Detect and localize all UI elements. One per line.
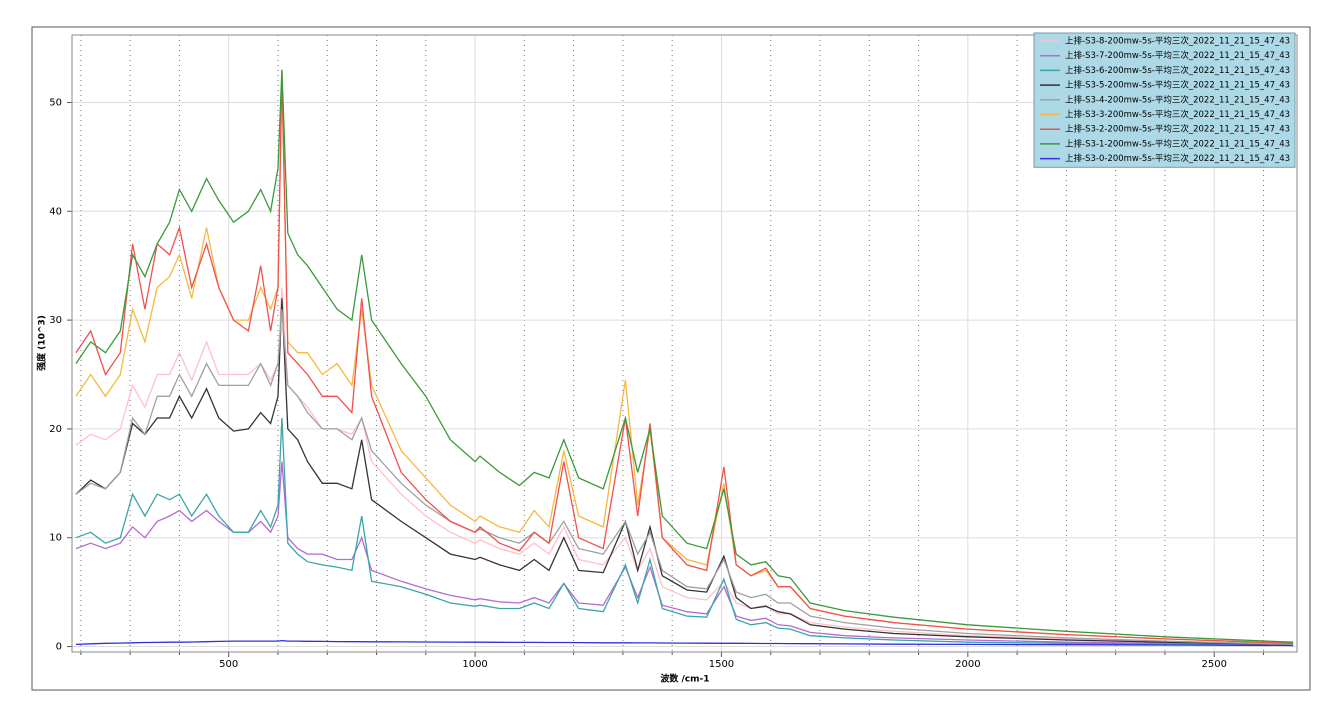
legend-label: 上排-S3-8-200mw-5s-平均三次_2022_11_21_15_47_4… xyxy=(1065,36,1290,47)
legend-label: 上排-S3-4-200mw-5s-平均三次_2022_11_21_15_47_4… xyxy=(1065,94,1290,105)
series-line xyxy=(75,69,1294,644)
y-tick-label: 50 xyxy=(49,97,62,108)
legend-label: 上排-S3-5-200mw-5s-平均三次_2022_11_21_15_47_4… xyxy=(1065,80,1290,91)
x-tick-label: 1000 xyxy=(462,659,487,670)
legend-box xyxy=(1033,32,1296,168)
series-line xyxy=(75,69,1294,643)
x-tick-label: 2500 xyxy=(1201,659,1226,670)
legend-label: 上排-S3-7-200mw-5s-平均三次_2022_11_21_15_47_4… xyxy=(1065,50,1290,61)
series-line xyxy=(75,461,1294,647)
y-tick-label: 0 xyxy=(56,642,62,653)
x-axis-label: 波数 /cm-1 xyxy=(660,673,709,685)
y-tick-label: 30 xyxy=(49,315,62,326)
y-tick-label: 10 xyxy=(49,533,62,544)
plot-border xyxy=(71,34,1298,653)
series-line xyxy=(75,298,1294,646)
y-tick-label: 20 xyxy=(49,424,62,435)
series-line xyxy=(75,639,1294,647)
legend-label: 上排-S3-1-200mw-5s-平均三次_2022_11_21_15_47_4… xyxy=(1065,138,1290,149)
x-tick-label: 1500 xyxy=(709,659,734,670)
y-axis-label: 强度 (10^3) xyxy=(36,315,48,371)
legend-label: 上排-S3-3-200mw-5s-平均三次_2022_11_21_15_47_4… xyxy=(1065,109,1290,120)
x-tick-label: 2000 xyxy=(955,659,980,670)
y-tick-label: 40 xyxy=(49,206,62,217)
series-line xyxy=(75,417,1294,647)
series-line xyxy=(75,287,1294,646)
legend-label: 上排-S3-2-200mw-5s-平均三次_2022_11_21_15_47_4… xyxy=(1065,124,1290,135)
x-tick-label: 500 xyxy=(219,659,238,670)
legend-label: 上排-S3-0-200mw-5s-平均三次_2022_11_21_15_47_4… xyxy=(1065,153,1290,164)
legend-label: 上排-S3-6-200mw-5s-平均三次_2022_11_21_15_47_4… xyxy=(1065,65,1290,76)
